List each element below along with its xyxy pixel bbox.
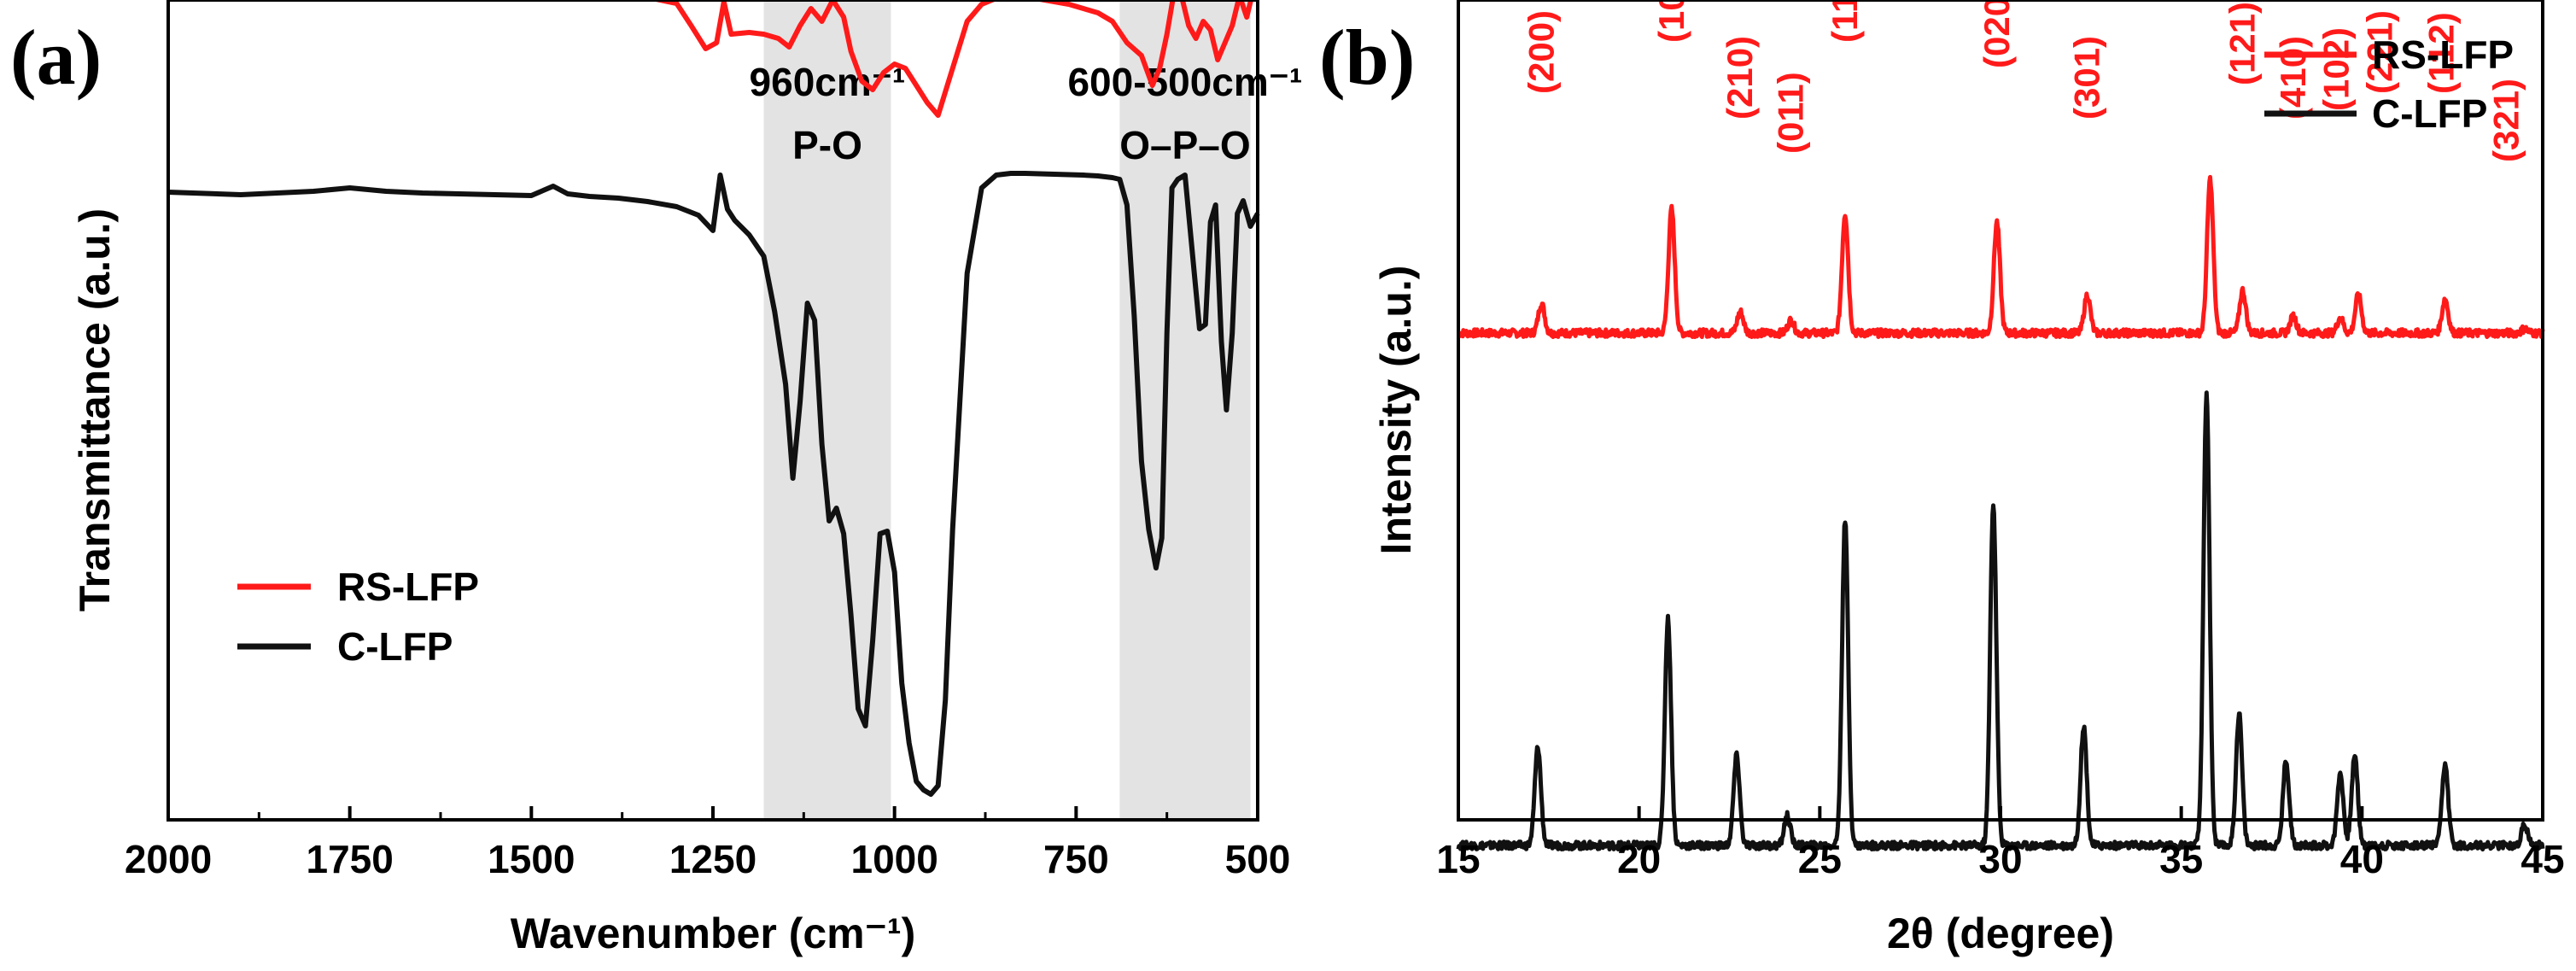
series-line-rs-lfp	[241, 0, 1254, 118]
x-tick-label-a-500: 500	[1225, 837, 1291, 881]
peak-label-0: (200)	[1521, 10, 1561, 94]
peak-label-11: (221) (401)	[2360, 0, 2400, 94]
x-tick-label-b-40: 40	[2340, 837, 2384, 881]
x-tick-label-b-25: 25	[1798, 837, 1842, 881]
panel-a-label: (a)	[10, 14, 102, 101]
y-axis-a-label: Transmittance (a.u.)	[71, 208, 119, 611]
peak-label-12: (112) (202)	[2421, 0, 2462, 94]
peak-label-2: (210)	[1720, 36, 1760, 120]
legend-a-c-label: C-LFP	[337, 624, 453, 669]
x-axis-b-label: 2θ (degree)	[1887, 910, 2114, 957]
x-axis-b: 15 20 25 30 35 40 45	[1436, 806, 2565, 881]
x-tick-label-b-35: 35	[2159, 837, 2203, 881]
legend-b-rs-label: RS-LFP	[2372, 32, 2514, 77]
x-tick-label-b-45: 45	[2521, 837, 2564, 881]
plot-a-frame	[166, 0, 1259, 822]
x-axis-a-label: Wavenumber (cm⁻¹)	[511, 910, 916, 957]
peak-label-13: (321)	[2486, 79, 2526, 162]
series-line-rs-lfp	[1457, 174, 2545, 339]
x-tick-label-a-1000: 1000	[850, 837, 938, 881]
legend-a: RS-LFP C-LFP	[237, 564, 479, 669]
peak-label-9: (410)	[2273, 36, 2313, 120]
peak-label-6: (301)	[2067, 36, 2107, 120]
band-label-group: 960cm⁻¹ P-O 600-500cm⁻¹ O–P–O	[750, 60, 1303, 167]
peak-label-3: (011)	[1771, 72, 1811, 154]
peak-label-8: (121)	[2223, 2, 2263, 85]
peak-label-10: (102)	[2316, 27, 2357, 111]
band-1-label: 600-500cm⁻¹	[1067, 60, 1302, 104]
band-1-label2: O–P–O	[1119, 123, 1250, 167]
peak-label-1: (101)	[1651, 0, 1691, 43]
band-0-label2: P-O	[792, 123, 862, 167]
x-tick-label-a-1500: 1500	[488, 837, 575, 881]
panel-b: (b) (200) (101) (210) (011) (111) (020) (301) (…	[1319, 0, 2565, 957]
series-line-c-lfp	[167, 171, 1260, 797]
panel-a: (a) 960cm⁻¹ P-O 600-500cm⁻¹ O–P–O 2000 1750 1…	[10, 0, 1302, 957]
peak-label-group: (200)(101)(210)(011)(111)(020)(301)(311)…	[1521, 0, 2526, 162]
series-group	[167, 0, 1260, 797]
band-0-label: 960cm⁻¹	[750, 60, 906, 104]
x-tick-label-b-30: 30	[1978, 837, 2022, 881]
x-tick-label-a-1250: 1250	[669, 837, 756, 881]
legend-b-c-label: C-LFP	[2372, 91, 2487, 136]
series-group	[1456, 174, 2545, 851]
x-tick-label-b-20: 20	[1617, 837, 1661, 881]
peak-label-5: (020)	[1977, 0, 2017, 68]
x-tick-label-b-15: 15	[1436, 837, 1480, 881]
x-tick-label-a-1750: 1750	[306, 837, 393, 881]
peak-label-4: (111)	[1825, 0, 1865, 43]
y-axis-b-label: Intensity (a.u.)	[1372, 266, 1420, 555]
x-tick-label-a-2000: 2000	[125, 837, 212, 881]
x-tick-label-a-750: 750	[1043, 837, 1109, 881]
x-axis-a: 2000 1750 1500 1250 1000 750 500	[125, 806, 1291, 881]
legend-b: RS-LFP C-LFP	[2264, 32, 2514, 136]
legend-a-rs-label: RS-LFP	[337, 564, 479, 609]
panel-b-label: (b)	[1319, 14, 1415, 101]
series-line-c-lfp	[1456, 390, 2545, 851]
